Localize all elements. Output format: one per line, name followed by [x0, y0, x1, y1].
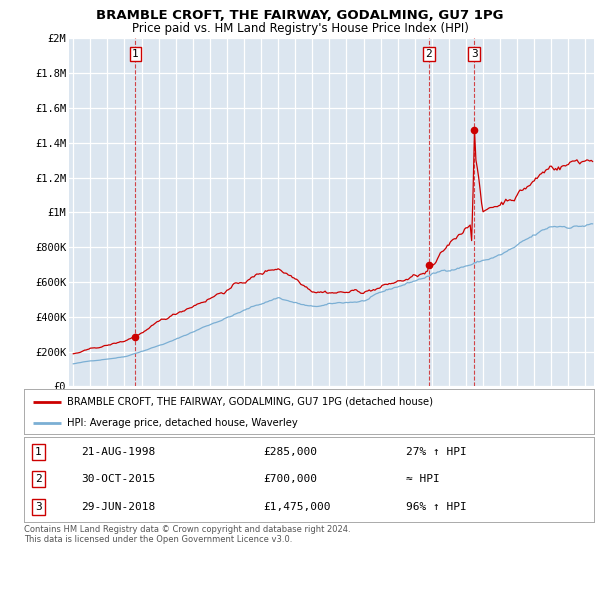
Text: 21-AUG-1998: 21-AUG-1998 — [81, 447, 155, 457]
Text: 2: 2 — [425, 49, 432, 59]
Text: Price paid vs. HM Land Registry's House Price Index (HPI): Price paid vs. HM Land Registry's House … — [131, 22, 469, 35]
Text: 2: 2 — [35, 474, 41, 484]
Text: 27% ↑ HPI: 27% ↑ HPI — [406, 447, 467, 457]
Text: BRAMBLE CROFT, THE FAIRWAY, GODALMING, GU7 1PG (detached house): BRAMBLE CROFT, THE FAIRWAY, GODALMING, G… — [67, 397, 433, 407]
Text: HPI: Average price, detached house, Waverley: HPI: Average price, detached house, Wave… — [67, 418, 298, 428]
Text: £1,475,000: £1,475,000 — [263, 502, 331, 512]
Text: £700,000: £700,000 — [263, 474, 317, 484]
Text: 3: 3 — [471, 49, 478, 59]
Text: Contains HM Land Registry data © Crown copyright and database right 2024.
This d: Contains HM Land Registry data © Crown c… — [24, 525, 350, 545]
Text: BRAMBLE CROFT, THE FAIRWAY, GODALMING, GU7 1PG: BRAMBLE CROFT, THE FAIRWAY, GODALMING, G… — [96, 9, 504, 22]
Text: 1: 1 — [132, 49, 139, 59]
Text: 1: 1 — [35, 447, 41, 457]
Text: 3: 3 — [35, 502, 41, 512]
Text: 29-JUN-2018: 29-JUN-2018 — [81, 502, 155, 512]
Text: ≈ HPI: ≈ HPI — [406, 474, 440, 484]
Text: £285,000: £285,000 — [263, 447, 317, 457]
Text: 96% ↑ HPI: 96% ↑ HPI — [406, 502, 467, 512]
Text: 30-OCT-2015: 30-OCT-2015 — [81, 474, 155, 484]
